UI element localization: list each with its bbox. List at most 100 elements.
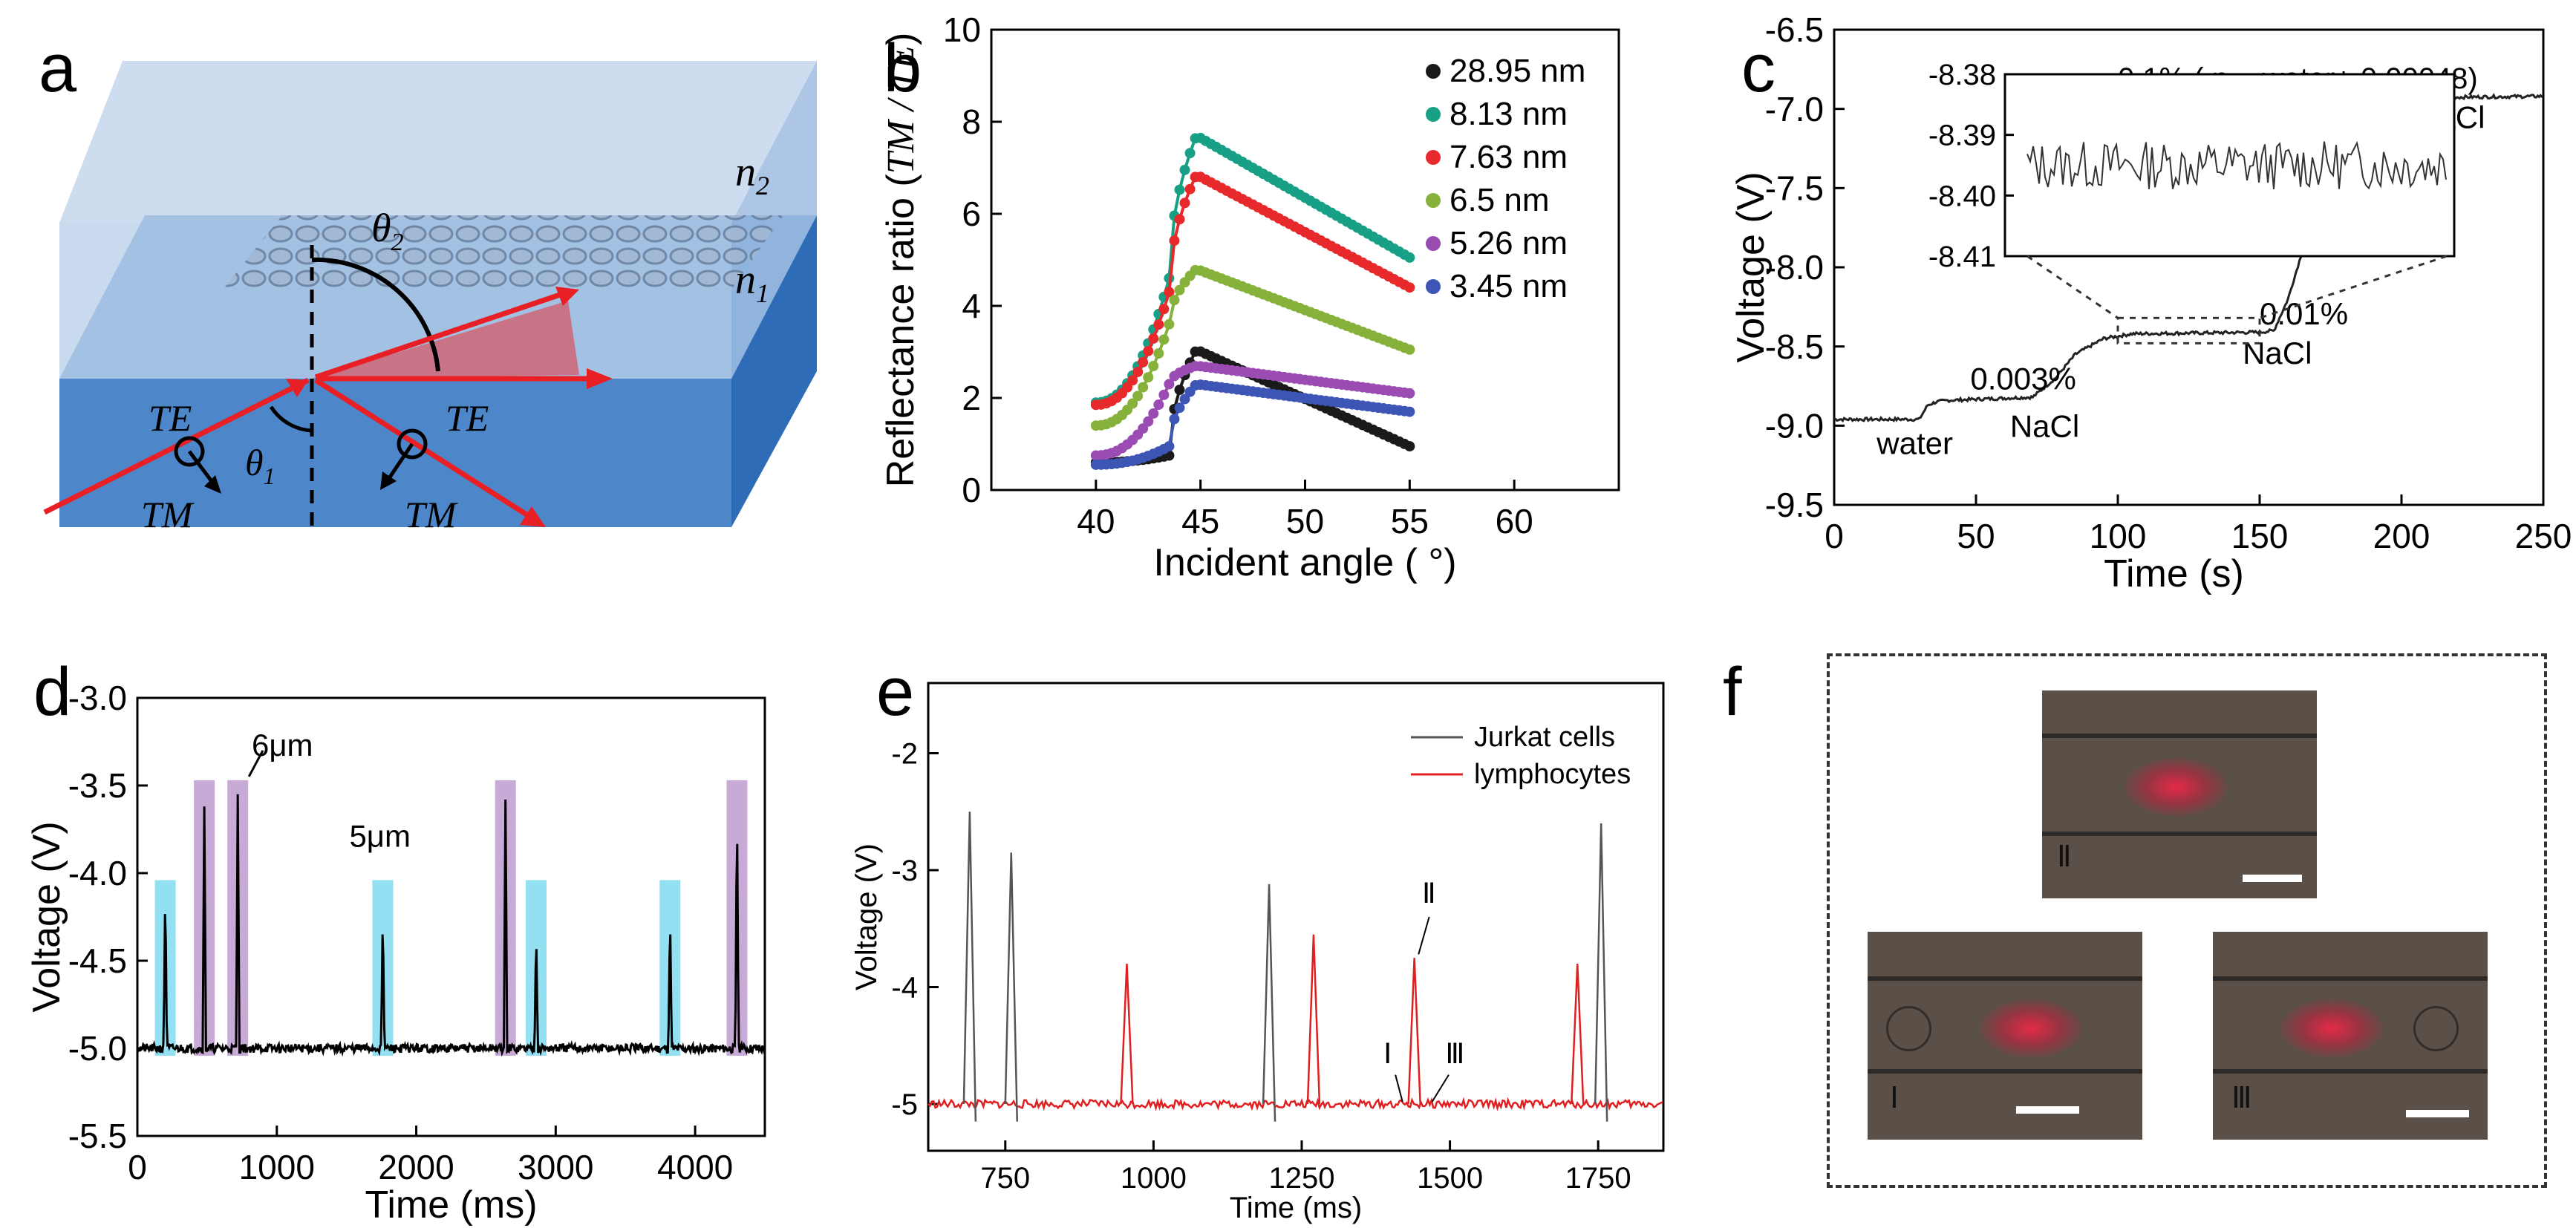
refraction-sector [312,301,579,379]
y-tick-label: -7.5 [1765,169,1824,207]
y-tick-label: -4.0 [68,854,127,892]
annotation: Ⅱ [1422,878,1436,909]
arrow-head-incident [286,379,308,397]
data-point [1132,366,1144,377]
peak-0 [962,811,977,1122]
data-point [1143,345,1154,356]
micrograph-frame [1827,653,2547,1188]
theta2-arc [311,257,440,372]
data-point [1164,287,1175,298]
inset-y-tick-label: -8.39 [1928,120,1996,152]
x-axis-label: Time (ms) [1230,1192,1362,1224]
x-tick-label: 1000 [1121,1162,1187,1195]
data-point [1164,319,1175,330]
peak-1 [1120,963,1134,1105]
y-axis-label: Voltage (V) [25,821,68,1012]
x-tick-label: 250 [2515,517,2572,555]
micrograph-ii: Ⅱ [2042,690,2317,898]
y-tick-label: 2 [962,379,981,417]
x-tick-label: 60 [1496,502,1533,540]
y-tick-label: 6 [962,195,981,233]
y-tick-label: 0 [962,471,981,509]
lower-medium-top-edge [59,215,817,379]
x-tick-label: 0 [128,1148,147,1186]
data-point [1169,235,1180,246]
x-tick-label: 0 [1825,517,1844,555]
data-point [1174,184,1185,195]
chart-c: 0 50 100 150 200 250 -6.5 -7.0 -7.5 -8.0 -8.5 -9.0 -… [1729,10,2572,595]
y-tick-label: 8 [962,102,981,141]
panel-e: e 750 1000 1250 1500 1750 -2 -3 -4 -5 Time (ms) Vo… [847,639,1686,1228]
data-point [1148,360,1159,371]
x-tick-label: 100 [2090,517,2147,555]
panel-label-f: f [1723,654,1742,730]
y-tick-label: -2 [891,738,918,771]
inset-y-tick-label: -8.41 [1928,241,1996,273]
y-tick-label: -7.0 [1765,90,1824,128]
data-point [1184,183,1196,195]
y-tick-label: -8.5 [1765,327,1824,366]
data-point [1158,389,1170,400]
legend-label: 6.5 nm [1450,182,1550,218]
annotation: 5μm [349,819,411,854]
scale-bar [2406,1110,2469,1117]
x-tick-label: 750 [980,1162,1030,1195]
legend-marker [1426,193,1441,208]
data-point [1127,375,1138,386]
plot-frame [136,696,766,1137]
micrograph-label-iii: Ⅲ [2231,1081,2252,1114]
data-point [1138,382,1149,393]
panel-label-e: e [876,654,915,730]
x-tick-label: 200 [2373,517,2430,555]
peak-1 [1407,958,1421,1105]
inset-connector [2259,255,2448,319]
x-tick-label: 50 [1286,502,1324,540]
data-point [1148,408,1159,419]
legend-label: 5.26 nm [1450,225,1568,261]
data-point [1179,197,1190,209]
micrograph-iii: Ⅲ [2213,932,2488,1140]
data-point [1158,334,1170,345]
tm-label-right: TM [405,494,458,535]
inset-trace [2026,140,2447,190]
x-axis-label: Time (ms) [365,1183,537,1227]
zoom-region [2116,316,2261,344]
panel-c: c 0 50 100 150 200 250 -6.5 -7.0 -7.5 -8.0 -8.5 -9.… [1708,0,2576,639]
data-point [1404,282,1415,293]
data-point [1132,391,1144,402]
legend-label: 8.13 nm [1450,96,1568,132]
data-point [1404,344,1415,355]
x-tick-label: 1000 [239,1148,315,1186]
y-tick-label: -5 [891,1088,918,1121]
x-tick-label: 45 [1181,502,1219,540]
y-tick-label: -4 [891,972,918,1005]
data-point [1174,214,1185,225]
legend-label: 7.63 nm [1450,139,1568,175]
y-tick-label: -3.0 [68,679,127,717]
plot-frame [927,682,1665,1152]
unlabeled-cell [1886,1006,1931,1051]
schematic-prism: n2 n1 θ2 θ1 TE TM TE TM [43,61,817,535]
data-point [1148,333,1159,344]
voltage-trace [136,794,766,1057]
x-tick-label: 150 [2231,517,2289,555]
data-point [1179,393,1190,405]
y-tick-label: -8.0 [1765,248,1824,287]
peak-0 [1262,884,1276,1122]
annotation: 0.003% [1970,361,2076,396]
data-point [1174,385,1185,396]
legend-marker [1426,64,1441,79]
theta1-arc [269,405,313,433]
unlabeled-cell [2413,1006,2459,1051]
legend-label: 3.45 nm [1450,268,1568,304]
y-tick-label: -5.5 [68,1117,127,1155]
arrow-head-refracted [587,368,613,389]
theta2-label: θ2 [371,206,404,256]
data-point [1153,319,1164,330]
lower-medium-front [59,379,731,527]
panel-label-a: a [39,30,77,106]
y-tick-label: -3.5 [68,766,127,805]
x-tick-label: 1750 [1565,1162,1631,1195]
data-point [1404,406,1415,417]
legend-label: 28.95 nm [1450,53,1585,89]
